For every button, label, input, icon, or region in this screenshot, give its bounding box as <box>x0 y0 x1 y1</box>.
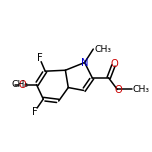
Text: CH₃: CH₃ <box>94 45 111 54</box>
Text: CH₃: CH₃ <box>12 80 29 89</box>
Text: O: O <box>18 80 26 90</box>
Text: F: F <box>32 107 38 117</box>
Text: N: N <box>81 58 88 67</box>
Text: CH₃: CH₃ <box>133 85 150 94</box>
Text: O: O <box>111 59 118 69</box>
Text: F: F <box>36 53 42 63</box>
Text: O: O <box>114 85 122 95</box>
